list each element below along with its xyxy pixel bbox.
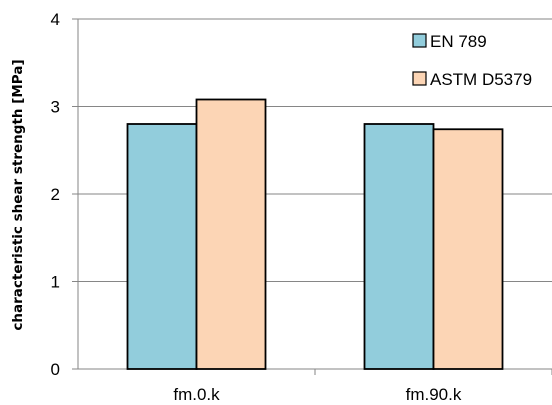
x-tick-label: fm.0.k xyxy=(173,385,220,404)
legend-label: ASTM D5379 xyxy=(430,70,532,89)
legend-label: EN 789 xyxy=(430,32,487,51)
y-tick-label: 1 xyxy=(51,273,60,292)
bar xyxy=(363,123,435,370)
bar xyxy=(126,123,198,370)
legend-swatch xyxy=(412,33,427,48)
y-tick-label: 3 xyxy=(51,98,60,117)
y-tick-label: 0 xyxy=(51,360,60,379)
axis-labels: 0 1 2 3 4 fm.0.k fm.90.k xyxy=(51,10,462,404)
y-tick-label: 4 xyxy=(51,10,60,29)
bar xyxy=(195,98,267,370)
y-tick-label: 2 xyxy=(51,185,60,204)
x-tick-label: fm.90.k xyxy=(406,385,462,404)
y-axis-title: characteristic shear strength [MPa] xyxy=(10,59,26,330)
bars xyxy=(126,98,504,370)
legend-swatch xyxy=(412,71,427,86)
bar xyxy=(432,128,504,370)
legend: EN 789 ASTM D5379 xyxy=(412,32,532,89)
